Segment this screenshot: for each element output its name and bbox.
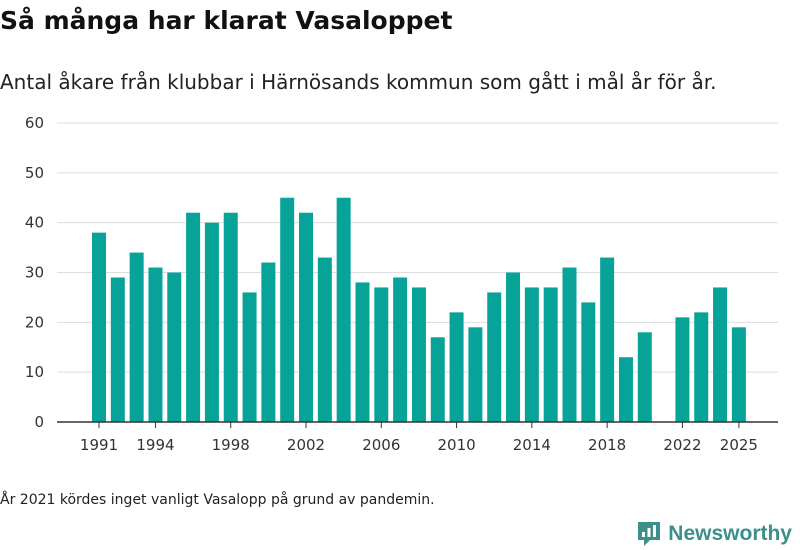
bar-2007 bbox=[393, 277, 408, 422]
bar-2024 bbox=[713, 287, 728, 422]
bar-2015 bbox=[543, 287, 558, 422]
bar-2008 bbox=[411, 287, 426, 422]
chart-title: Så många har klarat Vasaloppet bbox=[0, 6, 453, 35]
bar-2013 bbox=[506, 272, 521, 422]
bar-2020 bbox=[637, 332, 652, 422]
x-tick-label: 1991 bbox=[80, 436, 118, 454]
bar-2017 bbox=[581, 302, 596, 422]
brand-logo[interactable]: Newsworthy bbox=[636, 518, 792, 550]
x-tick-label: 1994 bbox=[136, 436, 174, 454]
x-tick-label: 2006 bbox=[362, 436, 400, 454]
bar-2005 bbox=[355, 282, 370, 422]
x-tick-label: 1998 bbox=[212, 436, 250, 454]
bar-1998 bbox=[223, 212, 238, 422]
bar-2012 bbox=[487, 292, 502, 422]
x-tick-label: 2022 bbox=[663, 436, 701, 454]
bar-1994 bbox=[148, 267, 163, 422]
y-tick-label: 50 bbox=[25, 164, 44, 182]
bar-2019 bbox=[618, 357, 633, 422]
bar-1999 bbox=[242, 292, 257, 422]
x-axis-tick-labels: 1991 1994 1998 2002 2006 2010 2014 2018 2022 2025 bbox=[80, 422, 758, 454]
x-tick-label: 2025 bbox=[720, 436, 758, 454]
bar-2002 bbox=[299, 212, 314, 422]
brand-name: Newsworthy bbox=[668, 522, 792, 545]
bar-2018 bbox=[600, 257, 615, 422]
bar-1995 bbox=[167, 272, 182, 422]
bars bbox=[92, 197, 746, 422]
y-tick-label: 0 bbox=[34, 413, 44, 431]
x-tick-label: 2002 bbox=[287, 436, 325, 454]
y-axis-tick-labels: 0 10 20 30 40 50 60 bbox=[25, 114, 44, 431]
chart-subtitle: Antal åkare från klubbar i Härnösands ko… bbox=[0, 70, 717, 94]
y-tick-label: 40 bbox=[25, 214, 44, 232]
y-tick-label: 60 bbox=[25, 114, 44, 132]
bar-2010 bbox=[449, 312, 464, 422]
y-tick-label: 30 bbox=[25, 264, 44, 282]
bar-1992 bbox=[110, 277, 125, 422]
x-tick-label: 2014 bbox=[513, 436, 551, 454]
bar-2016 bbox=[562, 267, 577, 422]
bar-2001 bbox=[280, 197, 295, 422]
bar-2009 bbox=[430, 337, 445, 422]
bar-2000 bbox=[261, 262, 276, 422]
bar-2014 bbox=[524, 287, 539, 422]
bar-2006 bbox=[374, 287, 389, 422]
footnote: År 2021 kördes inget vanligt Vasalopp på… bbox=[0, 492, 435, 508]
bar-2025 bbox=[731, 327, 746, 422]
x-tick-label: 2018 bbox=[588, 436, 626, 454]
bar-1996 bbox=[186, 212, 201, 422]
bar-2011 bbox=[468, 327, 483, 422]
bar-2022 bbox=[675, 317, 690, 422]
bar-1997 bbox=[204, 222, 219, 422]
bar-1991 bbox=[92, 232, 106, 422]
newsworthy-logo-icon bbox=[638, 522, 661, 546]
bar-2003 bbox=[317, 257, 332, 422]
bar-2023 bbox=[694, 312, 709, 422]
bar-2004 bbox=[336, 197, 351, 422]
x-tick-label: 2010 bbox=[437, 436, 475, 454]
y-tick-label: 10 bbox=[25, 363, 44, 381]
bar-1993 bbox=[129, 252, 144, 422]
y-tick-label: 20 bbox=[25, 313, 44, 331]
